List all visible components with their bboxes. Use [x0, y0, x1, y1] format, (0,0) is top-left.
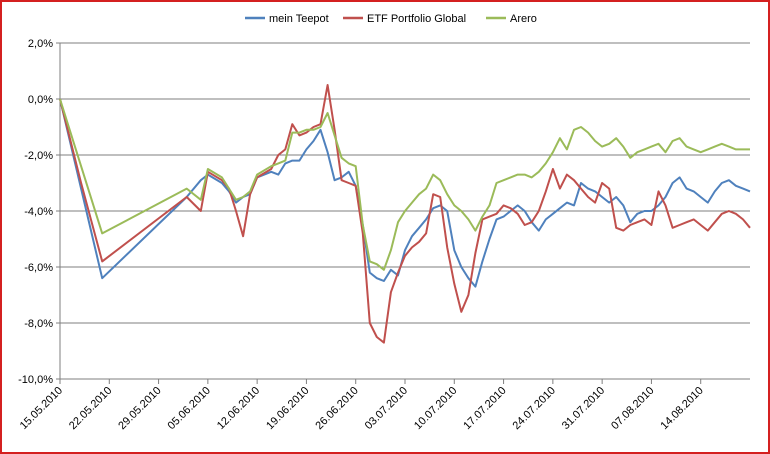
- legend-item: ETF Portfolio Global: [343, 13, 466, 25]
- x-tick-label: 31.07.2010: [560, 385, 607, 432]
- legend-label: ETF Portfolio Global: [367, 13, 466, 25]
- x-axis-ticks: 15.05.2010 22.05.2010 29.05.2010 05.06.2010…: [18, 379, 706, 432]
- legend-item: mein Teepot: [245, 13, 329, 25]
- x-tick-label: 19.06.2010: [264, 385, 311, 432]
- x-tick-label: 24.07.2010: [511, 385, 558, 432]
- legend: mein Teepot ETF Portfolio Global Arero: [245, 13, 537, 25]
- series-line: [59, 98, 750, 271]
- y-tick-label: 2,0%: [28, 38, 53, 50]
- y-tick-label: -6,0%: [24, 262, 53, 274]
- y-tick-label: -2,0%: [24, 150, 53, 162]
- x-tick-label: 17.07.2010: [461, 385, 508, 432]
- x-tick-label: 12.06.2010: [215, 385, 262, 432]
- series-line: [59, 84, 751, 344]
- x-tick-label: 29.05.2010: [116, 385, 163, 432]
- y-tick-label: -10,0%: [18, 374, 53, 386]
- x-tick-label: 22.05.2010: [67, 385, 114, 432]
- y-axis-ticks: 2,0% 0,0% -2,0% -4,0% -6,0% -8,0% -10,0%: [18, 38, 60, 386]
- grid-lines: [59, 42, 750, 380]
- legend-label: mein Teepot: [269, 13, 329, 25]
- x-tick-label: 26.06.2010: [313, 385, 360, 432]
- x-tick-label: 15.05.2010: [18, 385, 65, 432]
- legend-label: Arero: [510, 13, 537, 25]
- series-lines: [59, 84, 751, 344]
- y-tick-label: -8,0%: [24, 318, 53, 330]
- series-line: [59, 98, 751, 288]
- x-tick-label: 05.06.2010: [166, 385, 213, 432]
- y-tick-label: 0,0%: [28, 94, 53, 106]
- x-tick-label: 10.07.2010: [412, 385, 459, 432]
- legend-item: Arero: [486, 13, 537, 25]
- x-tick-label: 14.08.2010: [658, 385, 705, 432]
- y-tick-label: -4,0%: [24, 206, 53, 218]
- x-tick-label: 03.07.2010: [363, 385, 410, 432]
- x-tick-label: 07.08.2010: [609, 385, 656, 432]
